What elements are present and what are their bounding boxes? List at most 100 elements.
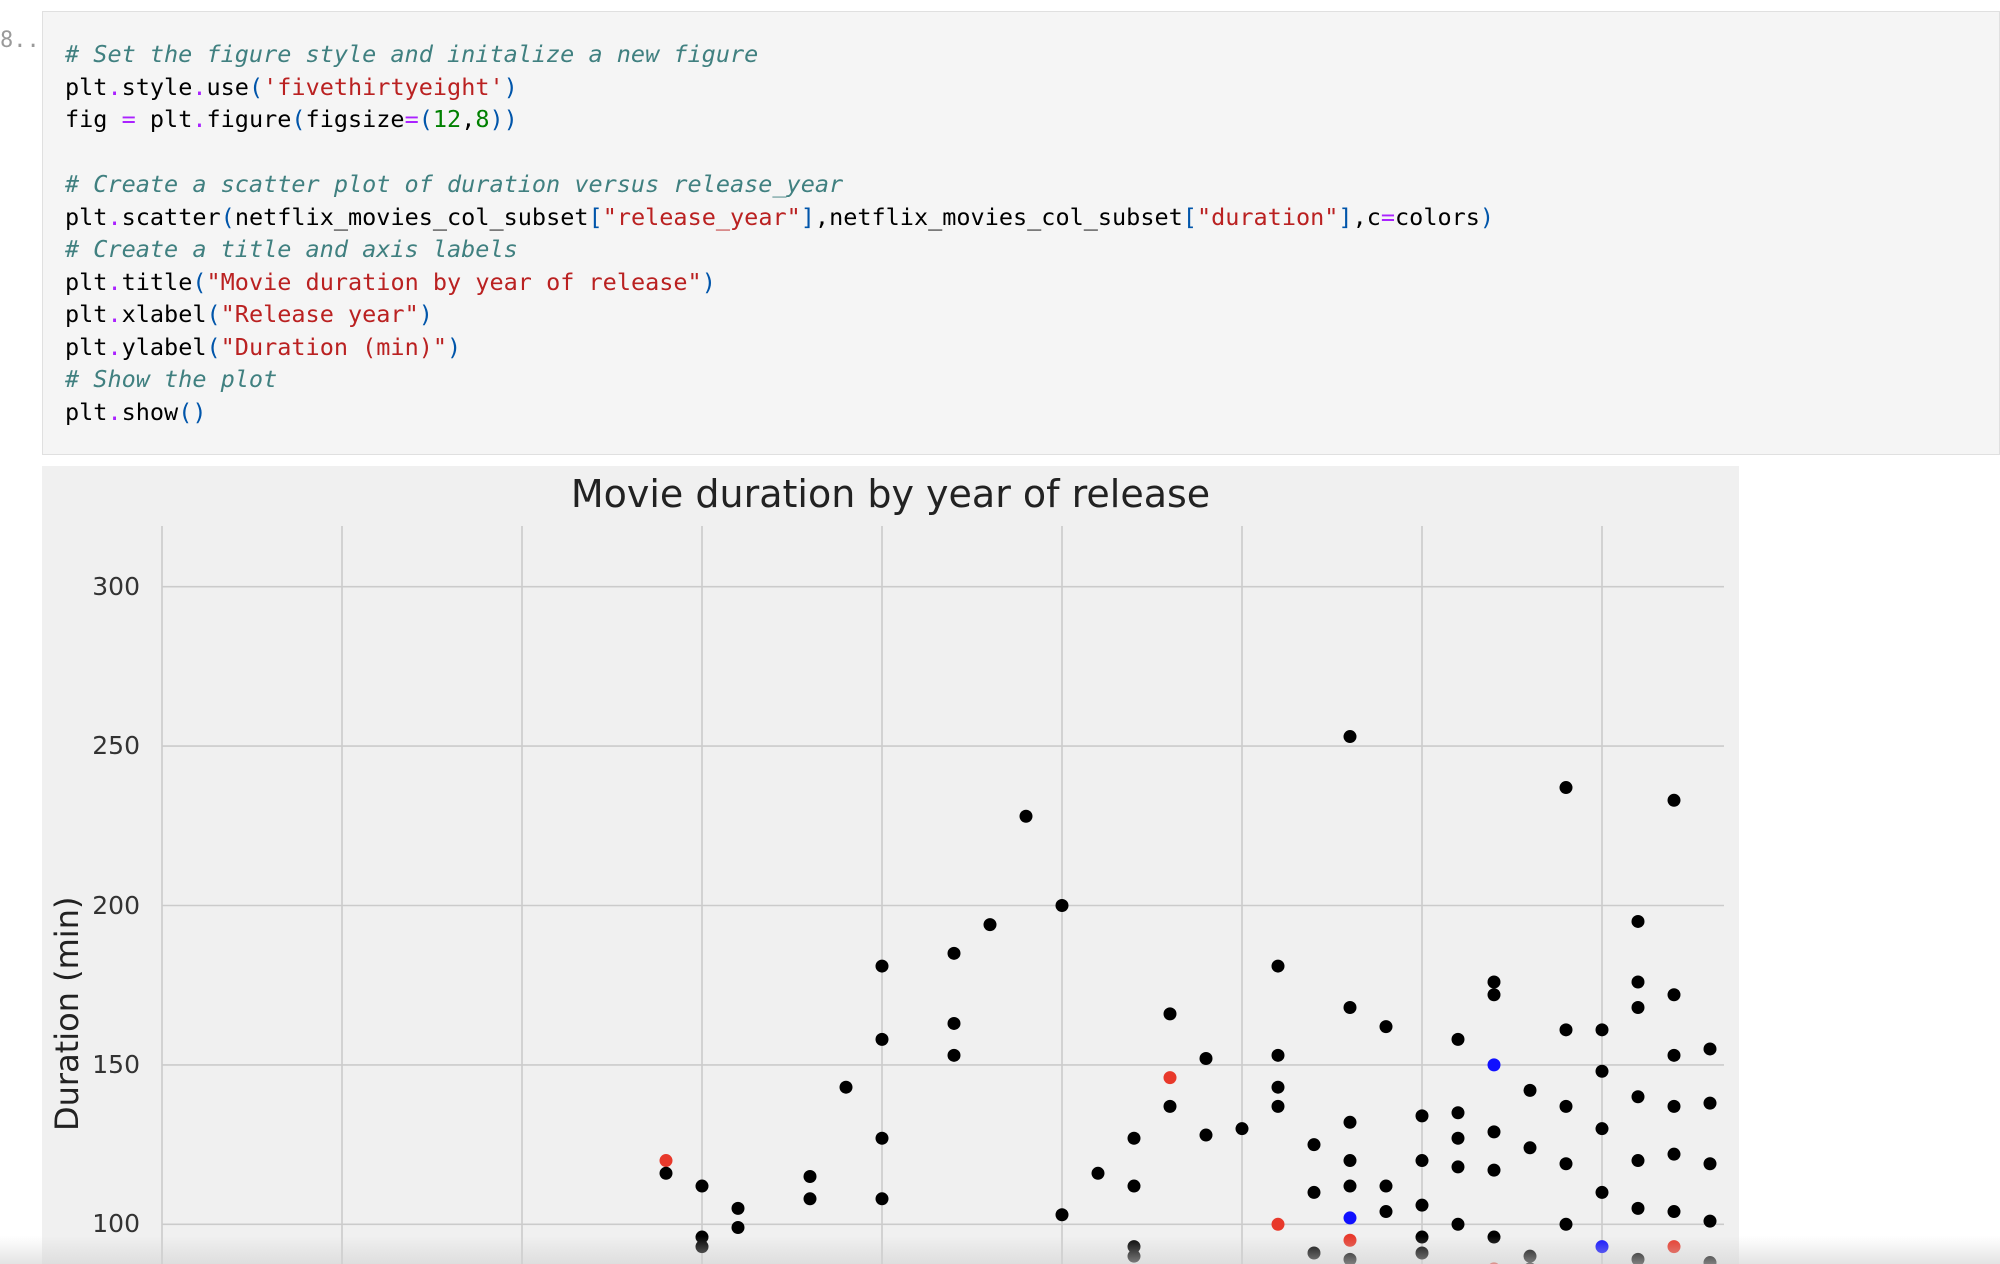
code-token: fig (65, 105, 122, 133)
code-token: . (107, 300, 122, 328)
code-token: = (121, 105, 136, 133)
code-token: ] (800, 202, 815, 231)
scatter-point (1667, 1099, 1681, 1113)
scatter-point (1271, 1217, 1285, 1231)
scatter-point (695, 1179, 709, 1193)
scatter-point (1631, 1201, 1645, 1215)
scatter-point (1235, 1122, 1249, 1136)
code-token: [ (588, 202, 603, 231)
code-token: . (192, 105, 207, 133)
scatter-plot (161, 526, 1724, 1264)
scatter-point (1595, 1023, 1609, 1037)
code-token: 12 (432, 105, 462, 133)
scatter-point (1487, 1163, 1501, 1177)
code-line: plt.xlabel("Release year") (65, 298, 1494, 331)
scatter-point (1451, 1106, 1465, 1120)
y-tick-label: 300 (92, 571, 140, 601)
scatter-point (1271, 959, 1285, 973)
scatter-point (947, 1016, 961, 1030)
scatter-point (1307, 1185, 1321, 1199)
scatter-point (1595, 1185, 1609, 1199)
code-token: 8 (475, 105, 490, 133)
code-token: "duration" (1196, 202, 1339, 231)
code-token: # Set the figure style and initalize a n… (65, 40, 759, 68)
scatter-point (803, 1192, 817, 1206)
code-token: ,netflix_movies_col_subset (814, 202, 1183, 231)
code-line: plt.style.use('fivethirtyeight') (65, 71, 1494, 104)
scatter-point (1379, 1020, 1393, 1034)
code-token: figsize (305, 105, 405, 133)
code-line: plt.ylabel("Duration (min)") (65, 331, 1494, 364)
cell-prompt: 8... (0, 28, 53, 53)
code-token: use (206, 72, 249, 101)
scatter-point (875, 1131, 889, 1145)
scatter-point (1487, 975, 1501, 989)
code-token: xlabel (121, 300, 207, 328)
scatter-point (1703, 1042, 1717, 1056)
scatter-point (731, 1201, 745, 1215)
scatter-point (1343, 1179, 1357, 1193)
code-line: plt.title("Movie duration by year of rel… (65, 266, 1494, 299)
code-token: ,c (1352, 202, 1381, 231)
scatter-point (1199, 1128, 1213, 1142)
y-tick-label: 100 (92, 1209, 140, 1239)
scatter-point (1343, 1115, 1357, 1129)
code-token: plt (65, 300, 108, 328)
scatter-point (1379, 1205, 1393, 1219)
code-token: ( (206, 332, 221, 361)
scatter-point (1703, 1096, 1717, 1110)
scroll-shadow (0, 1236, 2000, 1264)
code-token: "Duration (min)" (220, 332, 448, 361)
scatter-point (947, 1048, 961, 1062)
scatter-point (1271, 1048, 1285, 1062)
scatter-point (875, 1032, 889, 1046)
code-token: plt (65, 202, 108, 231)
scatter-point (1343, 1001, 1357, 1015)
code-line: # Show the plot (65, 363, 1494, 396)
code-token: . (107, 72, 122, 101)
code-token: )) (489, 105, 518, 133)
code-token: netflix_movies_col_subset (234, 202, 589, 231)
scatter-point (1631, 1001, 1645, 1015)
scatter-point (1559, 1023, 1573, 1037)
code-token: = (404, 105, 419, 133)
code-token: ylabel (121, 332, 207, 361)
scatter-point (1091, 1166, 1105, 1180)
scatter-point (1415, 1154, 1429, 1168)
scatter-point (1523, 1083, 1537, 1097)
scatter-point (659, 1166, 673, 1180)
scatter-point (1127, 1131, 1141, 1145)
code-token: . (107, 397, 122, 426)
code-token: ( (291, 105, 306, 133)
scatter-point (1559, 1157, 1573, 1171)
scatter-point (1451, 1131, 1465, 1145)
scatter-point (1307, 1138, 1321, 1152)
code-token: plt (65, 72, 108, 101)
scatter-point (1415, 1109, 1429, 1123)
scatter-point (1631, 975, 1645, 989)
scatter-point (1343, 1211, 1357, 1225)
code-cell[interactable]: # Set the figure style and initalize a n… (42, 11, 2000, 455)
code-token: style (121, 72, 193, 101)
code-line: # Create a title and axis labels (65, 233, 1494, 266)
code-token: plt (65, 332, 108, 361)
code-token: colors (1395, 202, 1480, 231)
code-token: . (107, 332, 122, 361)
scatter-point (983, 918, 997, 932)
scatter-point (1163, 1099, 1177, 1113)
scatter-point (1055, 899, 1069, 912)
scatter-point (1343, 1154, 1357, 1168)
plot-title: Movie duration by year of release (570, 472, 1211, 516)
code-token: # Create a title and axis labels (65, 235, 518, 263)
scatter-point (1703, 1214, 1717, 1228)
y-tick-label: 150 (92, 1049, 140, 1079)
code-editor[interactable]: # Set the figure style and initalize a n… (65, 38, 1494, 428)
scatter-point (1631, 1154, 1645, 1168)
code-token: . (107, 202, 122, 231)
scatter-point (1559, 781, 1573, 795)
scatter-point (947, 946, 961, 960)
scatter-point (1631, 914, 1645, 928)
scatter-point (1415, 1198, 1429, 1212)
scatter-point (1451, 1160, 1465, 1174)
code-token: ( (418, 105, 433, 133)
